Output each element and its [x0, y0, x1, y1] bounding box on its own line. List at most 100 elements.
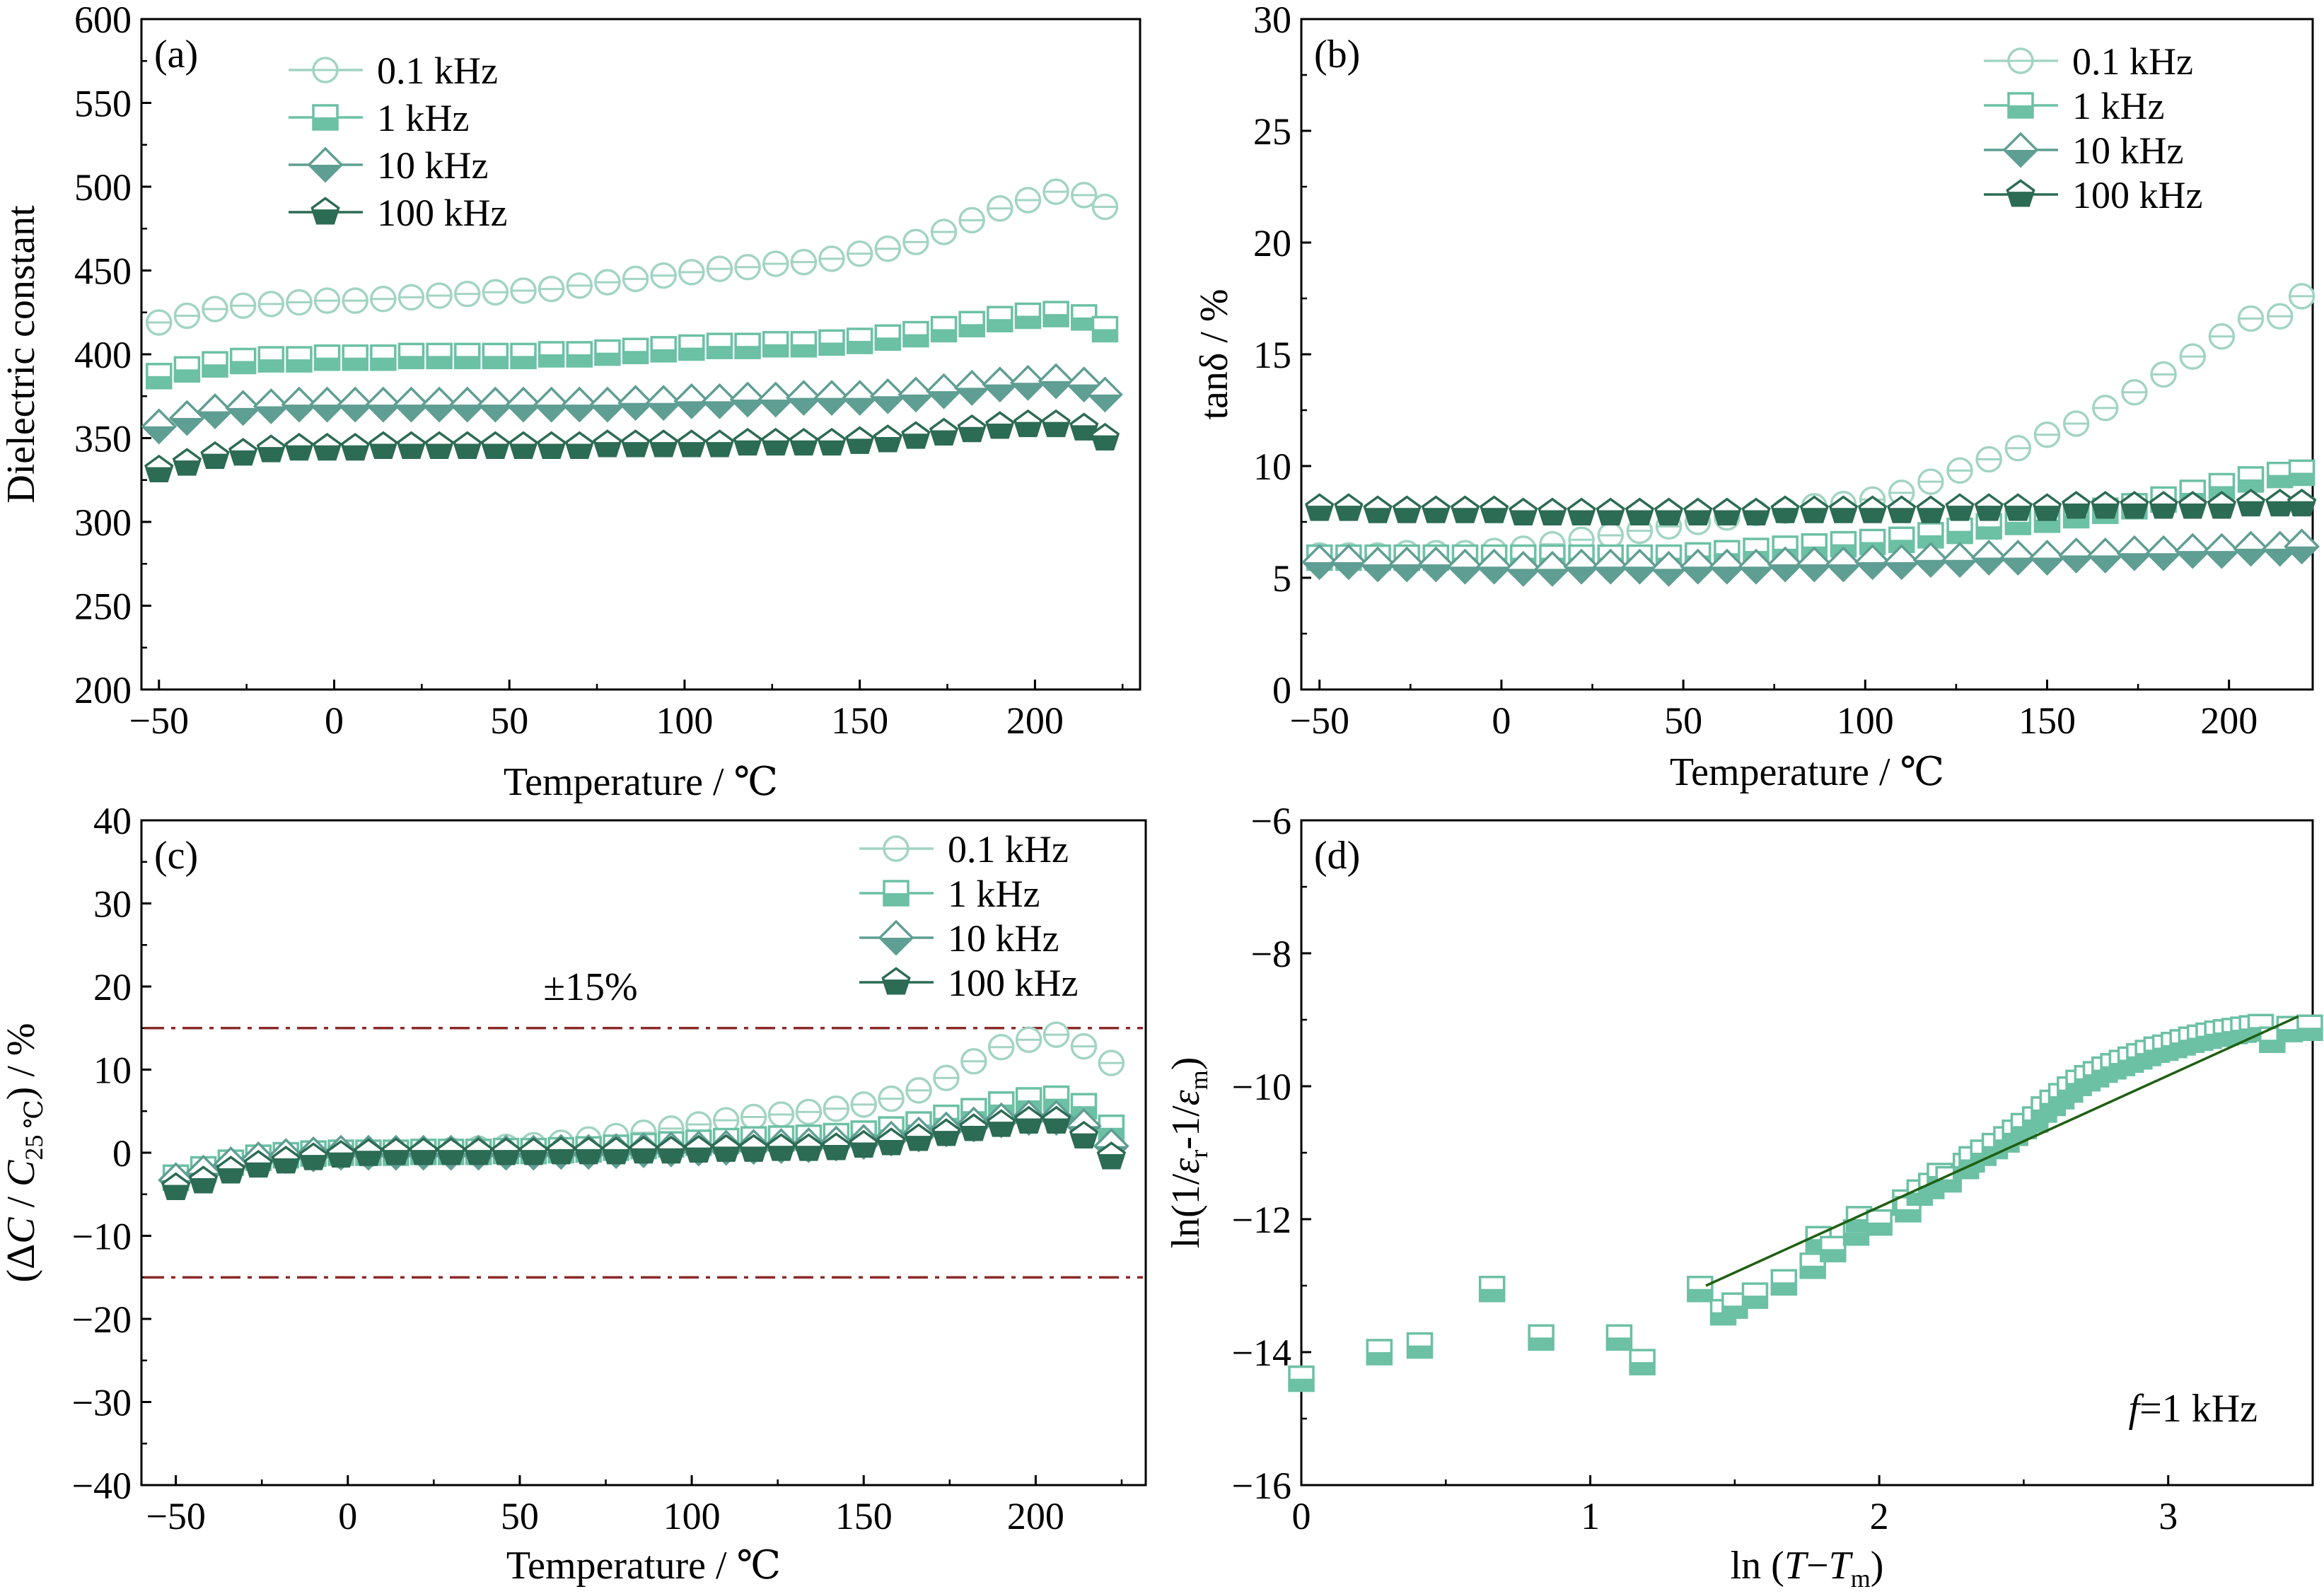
data-point-fill	[492, 1150, 520, 1164]
data-point	[1683, 497, 1713, 525]
data-point-fill	[706, 442, 733, 456]
data-point	[2287, 489, 2317, 517]
y-tick-label: −14	[1232, 1332, 1291, 1374]
data-point	[1042, 178, 1069, 205]
data-point-fill	[539, 354, 564, 366]
data-point-fill	[675, 401, 708, 418]
data-point	[2033, 421, 2061, 448]
data-point-fill	[955, 388, 989, 405]
y-axis-label-part: /	[0, 1187, 43, 1218]
y-tick-label: 450	[74, 250, 132, 293]
data-point	[1946, 517, 1973, 545]
data-point-fill	[960, 1126, 987, 1140]
data-point-fill	[2277, 1029, 2302, 1042]
data-point-fill	[146, 376, 171, 388]
series-100-kHz	[144, 409, 1120, 483]
data-point-fill	[1568, 510, 1595, 525]
data-point	[985, 411, 1015, 439]
data-point	[510, 277, 537, 304]
data-point	[1070, 1032, 1098, 1060]
data-point	[161, 1172, 191, 1200]
data-point-fill	[713, 1146, 740, 1161]
data-point	[271, 1146, 301, 1174]
data-point-fill	[820, 342, 844, 355]
data-point	[2288, 283, 2316, 310]
data-point	[197, 393, 233, 430]
data-point	[229, 347, 257, 375]
y-tick-label: 5	[1272, 557, 1291, 600]
data-point	[2207, 491, 2237, 519]
data-point-fill	[2147, 553, 2180, 570]
data-point	[704, 429, 735, 458]
data-point	[1421, 495, 1451, 523]
x-tick-label: 50	[1664, 699, 1702, 742]
data-point	[878, 1085, 905, 1112]
data-point-fill	[1844, 1232, 1869, 1245]
data-point	[846, 240, 873, 267]
x-tick-label: 200	[2200, 699, 2258, 742]
data-point	[286, 346, 313, 373]
data-point-fill	[2117, 553, 2151, 570]
data-point	[1799, 495, 1829, 523]
data-point	[200, 441, 230, 470]
data-point	[1680, 548, 1716, 585]
legend-entry: 0.1 kHz	[948, 828, 1069, 871]
data-point-fill	[1885, 562, 1918, 578]
y-tick-label: 400	[74, 334, 132, 376]
series-1-kHz	[146, 301, 1119, 390]
y-axis-label-part: C	[0, 1217, 43, 1244]
data-point	[1450, 495, 1480, 523]
data-point-fill	[203, 364, 228, 377]
data-point-fill	[2179, 503, 2206, 518]
data-point-fill	[1016, 315, 1040, 328]
data-point	[144, 454, 174, 483]
x-tick-label: 0	[325, 699, 344, 742]
data-point	[313, 287, 341, 314]
data-point	[2092, 395, 2119, 421]
plot-frame	[1300, 819, 2314, 1487]
data-point	[1406, 1332, 1434, 1359]
data-point	[172, 448, 202, 476]
data-point	[453, 431, 482, 459]
data-point	[589, 386, 626, 423]
data-point-fill	[1481, 508, 1508, 523]
data-point	[2091, 491, 2120, 519]
data-point-fill	[988, 1122, 1015, 1136]
data-point-fill	[1626, 510, 1653, 525]
data-point	[678, 259, 705, 286]
data-point	[1098, 1049, 1125, 1076]
data-point	[202, 296, 228, 322]
data-point	[533, 386, 570, 423]
y-tick-label: 250	[74, 586, 132, 628]
legend-marker-fill	[2007, 192, 2034, 206]
data-point	[243, 1149, 273, 1178]
data-point-fill	[286, 359, 311, 372]
panel-label: (c)	[154, 834, 198, 878]
data-point-fill	[1565, 566, 1598, 583]
x-tick-label: 50	[490, 699, 528, 742]
data-point	[2266, 303, 2294, 330]
data-point	[393, 386, 429, 423]
data-point-fill	[960, 324, 984, 337]
legend-marker	[310, 197, 340, 225]
y-tick-label: −6	[1251, 800, 1291, 842]
y-axis-label-part: r	[1185, 1150, 1213, 1158]
data-point-fill	[190, 1178, 217, 1192]
data-point-fill	[2035, 519, 2059, 532]
data-point	[2237, 466, 2265, 493]
data-point-fill	[245, 1162, 272, 1177]
legend-entry: 1 kHz	[377, 97, 469, 139]
data-point-fill	[658, 1148, 685, 1163]
data-point-fill	[175, 369, 199, 382]
data-point	[518, 1137, 549, 1165]
data-point-fill	[566, 443, 593, 458]
data-point	[1038, 363, 1074, 400]
x-tick-label: 0	[338, 1495, 357, 1537]
y-tick-label: 0	[112, 1132, 132, 1175]
data-point	[897, 376, 934, 413]
data-point	[650, 336, 677, 363]
data-point	[1090, 422, 1120, 451]
y-tick-label: −12	[1232, 1199, 1291, 1241]
x-axis-label: Temperature / ℃	[506, 1544, 781, 1588]
data-point-fill	[2267, 475, 2292, 487]
